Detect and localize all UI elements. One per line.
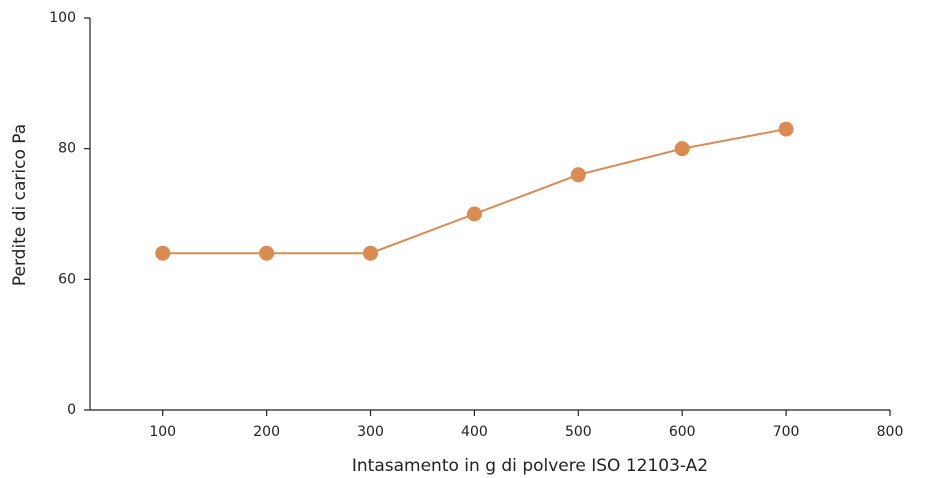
x-tick-label: 100 [149, 424, 176, 440]
x-tick-label: 800 [877, 424, 904, 440]
y-tick-label: 0 [67, 402, 76, 418]
point [363, 245, 379, 261]
x-tick-label: 300 [357, 424, 384, 440]
point [570, 167, 586, 183]
series-line [162, 128, 787, 255]
y-tick-label: 60 [58, 271, 76, 287]
point [155, 245, 171, 261]
point [466, 206, 482, 222]
point [674, 141, 690, 157]
x-tick-label: 600 [669, 424, 696, 440]
y-tick-label: 100 [49, 10, 76, 26]
y-axis-title: Perdite di carico Pa [10, 124, 30, 286]
x-axis-title: Intasamento in g di polvere ISO 12103-A2 [352, 456, 708, 476]
point [778, 121, 794, 137]
x-tick-label: 200 [253, 424, 280, 440]
x-tick-label: 500 [565, 424, 592, 440]
y-tick-label: 80 [58, 141, 76, 157]
x-tick-label: 700 [773, 424, 800, 440]
point [259, 245, 275, 261]
x-tick-label: 400 [461, 424, 488, 440]
